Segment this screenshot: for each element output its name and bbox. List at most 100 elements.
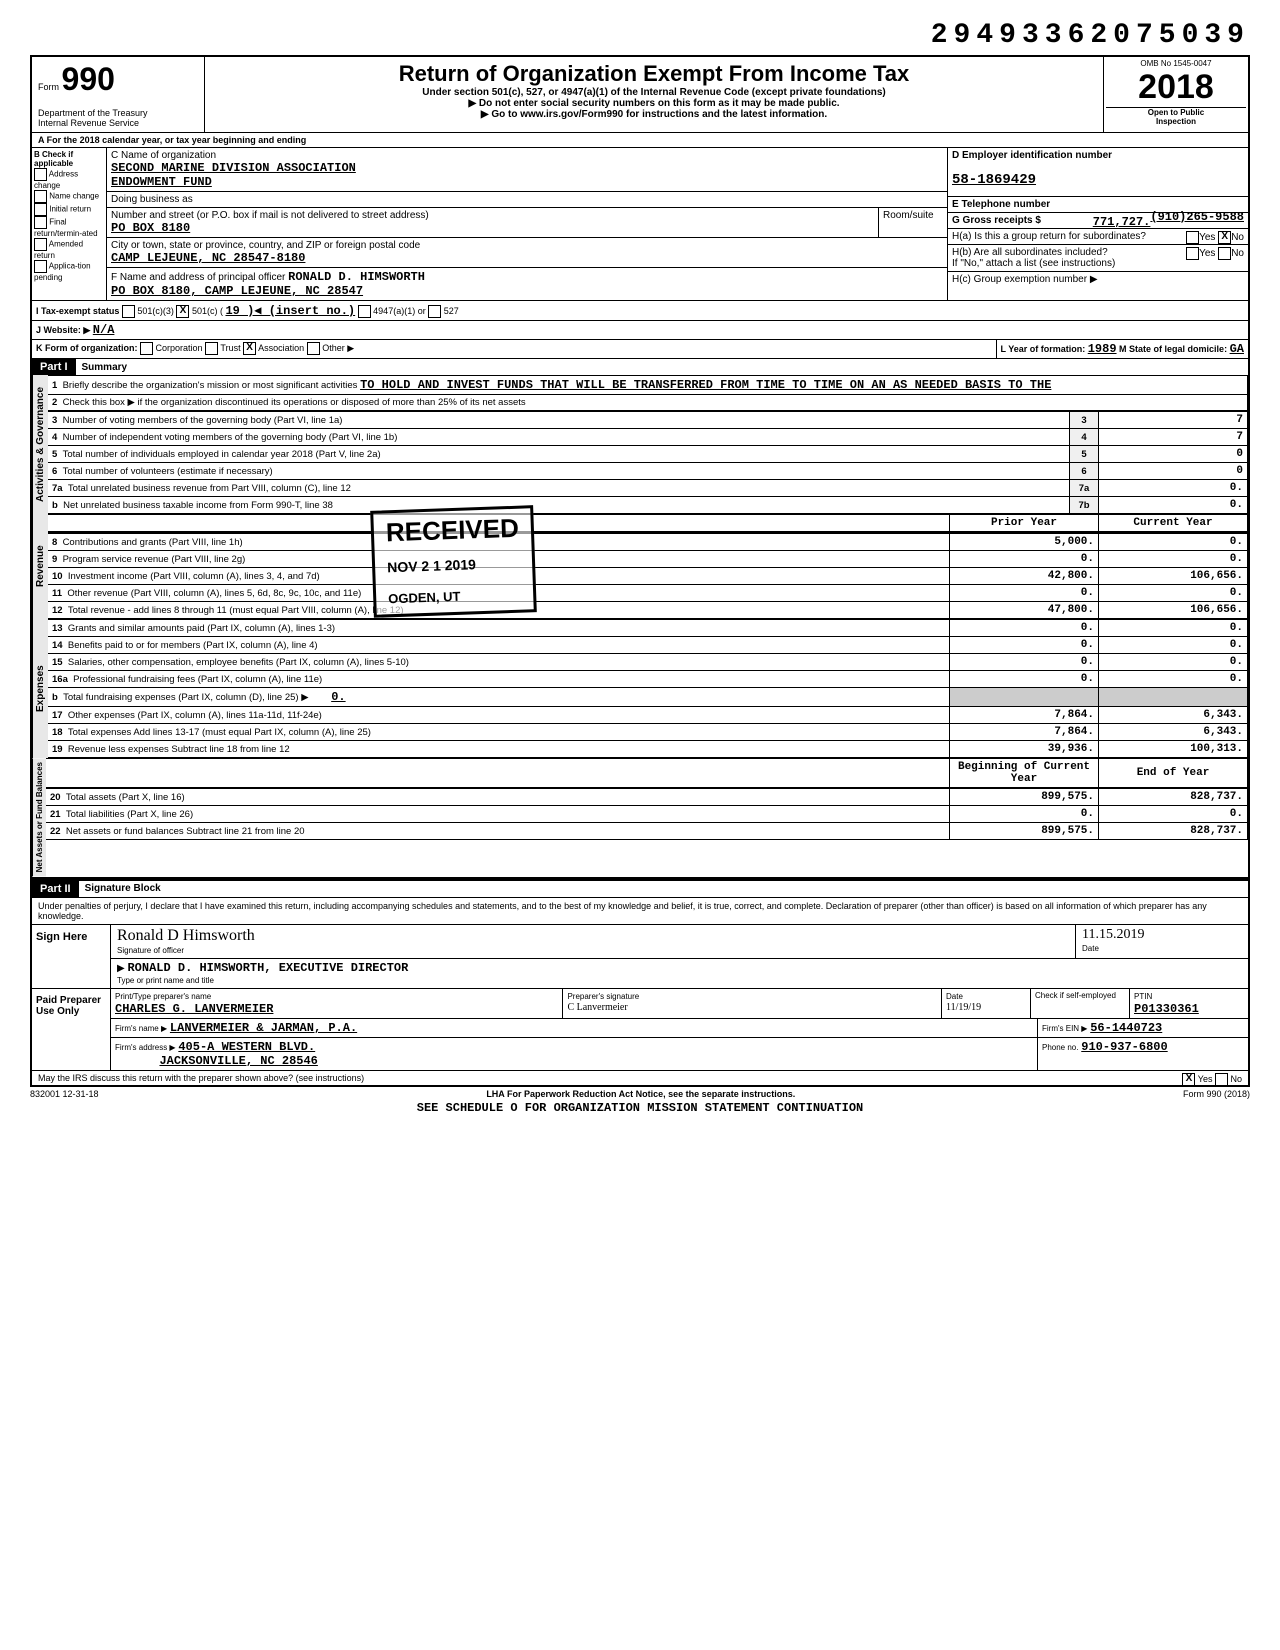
addr: PO BOX 8180 (111, 221, 190, 235)
opt-501c: 501(c) ( (192, 306, 223, 316)
table-row: 20 Total assets (Part X, line 16) 899,57… (46, 789, 1248, 806)
dln: 29493362075039 (30, 20, 1250, 51)
prep-date: 11/19/19 (946, 1002, 981, 1013)
section-bcd: B Check if applicable Address change Nam… (30, 147, 1250, 300)
cb-trust[interactable] (205, 342, 218, 355)
side-exp: Expenses (32, 619, 48, 758)
cb-app[interactable] (34, 260, 47, 273)
opt-527: 527 (444, 306, 459, 316)
cb-final[interactable] (34, 216, 47, 229)
cb-name[interactable] (34, 190, 47, 203)
gross-receipts: 771,727. (1093, 215, 1151, 229)
cb-addr[interactable] (34, 168, 47, 181)
officer-print-name: RONALD D. HIMSWORTH, EXECUTIVE DIRECTOR (127, 961, 408, 975)
cb-501c3[interactable] (122, 305, 135, 318)
table-row: 11 Other revenue (Part VIII, column (A),… (48, 585, 1248, 602)
footer-left: 832001 12-31-18 (30, 1089, 99, 1099)
stamp-date: NOV 2 1 2019 (387, 556, 476, 575)
g-label: G Gross receipts $ (952, 215, 1041, 226)
cb-527[interactable] (428, 305, 441, 318)
line-a: A For the 2018 calendar year, or tax yea… (30, 132, 1250, 147)
form-number-cell: Form 990 Department of the Treasury Inte… (32, 57, 205, 132)
col-prior: Prior Year (950, 515, 1099, 533)
opt-corp: Corporation (156, 343, 203, 353)
sig-label: Signature of officer (117, 946, 184, 955)
col-current: Current Year (1099, 515, 1248, 533)
domicile-state: GA (1230, 342, 1244, 356)
side-ag: Activities & Governance (32, 375, 48, 514)
line-kl: K Form of organization: Corporation Trus… (30, 339, 1250, 358)
ptin: P01330361 (1134, 1002, 1199, 1016)
cb-amended[interactable] (34, 238, 47, 251)
ha-yes[interactable] (1186, 231, 1199, 244)
table-row: 21 Total liabilities (Part X, line 26) 0… (46, 806, 1248, 823)
omb: OMB No 1545-0047 (1106, 59, 1246, 68)
ag-section: Activities & Governance 1 Briefly descri… (30, 375, 1250, 514)
discuss-no[interactable] (1215, 1073, 1228, 1086)
firm-ein-label: Firm's EIN ▶ (1042, 1024, 1087, 1033)
col-beg: Beginning of Current Year (950, 759, 1099, 788)
prep-name-label: Print/Type preparer's name (115, 992, 211, 1001)
hb-label: H(b) Are all subordinates included? (952, 247, 1108, 258)
formation-year: 1989 (1088, 342, 1117, 356)
title-cell: Return of Organization Exempt From Incom… (205, 57, 1103, 132)
year-cell: OMB No 1545-0047 2018 Open to Public Ins… (1103, 57, 1248, 132)
na-rows: 20 Total assets (Part X, line 16) 899,57… (46, 788, 1248, 840)
room-suite: Room/suite (879, 208, 947, 237)
side-na: Net Assets or Fund Balances (32, 758, 46, 876)
cb-assoc[interactable]: X (243, 342, 256, 355)
addr-label: Number and street (or P.O. box if mail i… (111, 210, 429, 221)
paid-label: Paid Preparer Use Only (32, 989, 111, 1070)
col-end: End of Year (1099, 759, 1248, 788)
part2-num: Part II (32, 881, 79, 897)
cb-501c[interactable]: X (176, 305, 189, 318)
discuss-yes-label: Yes (1198, 1073, 1213, 1083)
cb-4947[interactable] (358, 305, 371, 318)
rev-head: Prior Year Current Year (48, 514, 1248, 533)
prep-sig-scribble: C Lanvermeier (567, 1002, 627, 1013)
firm-name-label: Firm's name ▶ (115, 1024, 167, 1033)
note1: Do not enter social security numbers on … (213, 98, 1095, 109)
right-block: D Employer identification number 58-1869… (947, 148, 1248, 300)
cb-initial-label: Initial return (49, 205, 91, 214)
m-label: M State of legal domicile: (1119, 344, 1227, 354)
footer-lha: LHA For Paperwork Reduction Act Notice, … (99, 1089, 1183, 1099)
table-row: 15 Salaries, other compensation, employe… (48, 654, 1248, 671)
rev-rows: 8 Contributions and grants (Part VIII, l… (48, 533, 1248, 619)
part1-num: Part I (32, 359, 76, 375)
opt-other: Other ▶ (322, 343, 354, 353)
ag-table: 1 Briefly describe the organization's mi… (48, 375, 1248, 411)
hb-yes[interactable] (1186, 247, 1199, 260)
ha-no[interactable]: X (1218, 231, 1231, 244)
cb-other[interactable] (307, 342, 320, 355)
opt-assoc: Association (258, 343, 304, 353)
no-label2: No (1231, 248, 1244, 259)
org-name-2: ENDOWMENT FUND (111, 175, 212, 189)
table-row: 6 Total number of volunteers (estimate i… (48, 463, 1248, 480)
discuss-yes[interactable]: X (1182, 1073, 1195, 1086)
cb-name-label: Name change (49, 192, 99, 201)
city: CAMP LEJEUNE, NC 28547-8180 (111, 251, 305, 265)
form-prefix: Form (38, 82, 59, 92)
opt-4947: 4947(a)(1) or (373, 306, 426, 316)
firm-addr1: 405-A WESTERN BLVD. (178, 1040, 315, 1054)
sign-here: Sign Here (32, 925, 111, 988)
ha-label: H(a) Is this a group return for subordin… (952, 231, 1146, 242)
discuss: May the IRS discuss this return with the… (38, 1073, 364, 1083)
main-title: Return of Organization Exempt From Incom… (213, 61, 1095, 87)
footer-bottom: SEE SCHEDULE O FOR ORGANIZATION MISSION … (30, 1101, 1250, 1115)
hb-note: If "No," attach a list (see instructions… (952, 258, 1115, 269)
hb-no[interactable] (1218, 247, 1231, 260)
date-label: Date (1082, 944, 1099, 953)
table-row: 16a Professional fundraising fees (Part … (48, 671, 1248, 688)
firm-phone-label: Phone no. (1042, 1043, 1078, 1052)
cb-corp[interactable] (140, 342, 153, 355)
table-row: 4 Number of independent voting members o… (48, 429, 1248, 446)
cb-initial[interactable] (34, 203, 47, 216)
note2: Go to www.irs.gov/Form990 for instructio… (213, 109, 1095, 120)
c-label: C Name of organization (111, 150, 216, 161)
rev-section: Revenue Prior Year Current Year 8 Contri… (30, 514, 1250, 619)
name-label: Type or print name and title (117, 976, 214, 985)
table-row: 18 Total expenses Add lines 13-17 (must … (48, 724, 1248, 741)
dba-row: Doing business as (107, 192, 947, 208)
